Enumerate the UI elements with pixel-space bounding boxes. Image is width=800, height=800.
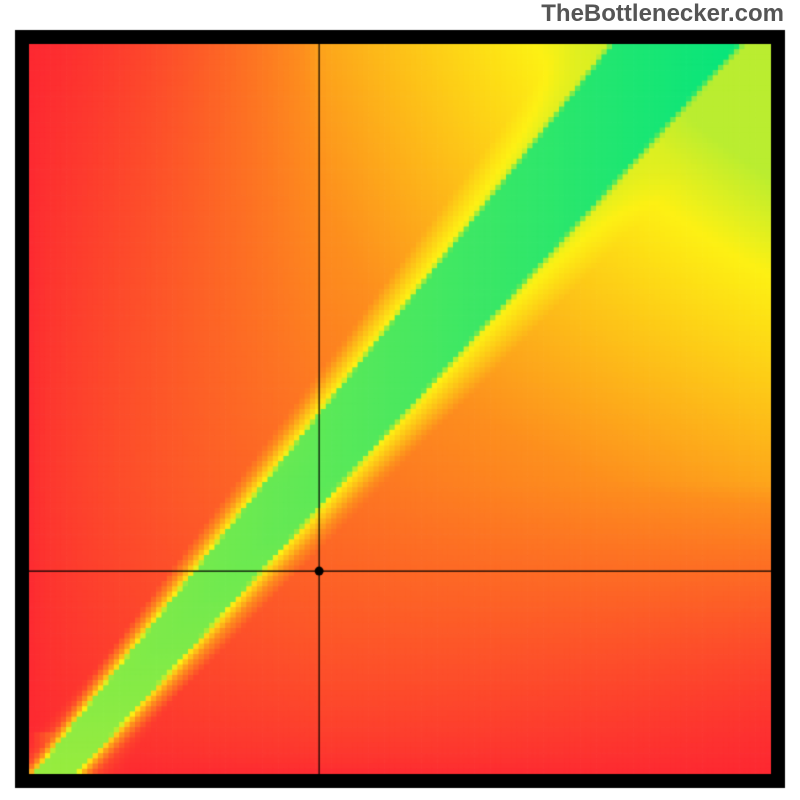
watermark-text: TheBottlenecker.com <box>541 0 784 28</box>
bottleneck-heatmap-canvas <box>0 0 800 800</box>
chart-container: TheBottlenecker.com <box>0 0 800 800</box>
